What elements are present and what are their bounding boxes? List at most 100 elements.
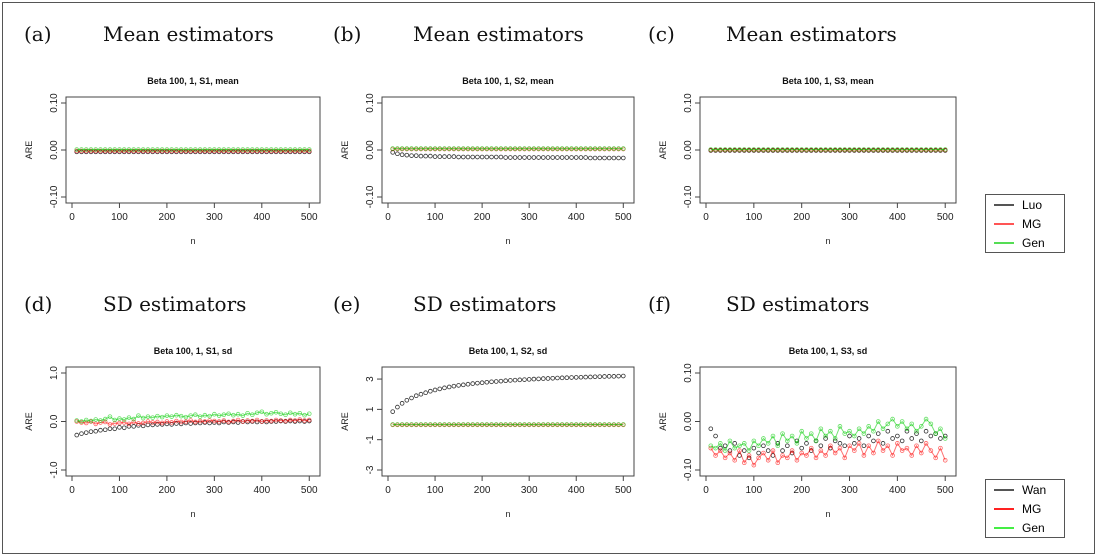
- x-tick-label: 500: [615, 485, 632, 496]
- data-point-luo: [531, 155, 537, 160]
- data-point-gen: [423, 146, 428, 151]
- data-point-mg: [188, 418, 193, 423]
- x-tick-label: 400: [568, 485, 585, 496]
- data-point-gen: [837, 147, 843, 152]
- data-point-gen: [150, 415, 155, 420]
- y-tick-label: 1: [365, 406, 376, 412]
- y-axis-label: ARE: [24, 141, 34, 160]
- data-point-gen: [155, 413, 160, 419]
- data-point-wan: [880, 441, 886, 446]
- data-point-gen: [856, 426, 862, 432]
- data-point-mg: [150, 420, 155, 425]
- x-tick-label: 400: [253, 212, 270, 223]
- data-point-gen: [555, 422, 560, 427]
- data-point-wan: [155, 422, 160, 427]
- data-point-gen: [399, 146, 405, 151]
- data-point-gen: [254, 410, 260, 416]
- data-point-gen: [409, 146, 414, 151]
- data-point-gen: [765, 147, 771, 152]
- data-point-wan: [526, 377, 532, 382]
- legend-item: MG: [986, 499, 1064, 518]
- data-point-gen: [588, 422, 593, 427]
- data-point-gen: [297, 147, 303, 152]
- legend-swatch: [994, 203, 1014, 206]
- chart-title: Beta 100, 1, S2, mean: [462, 76, 554, 86]
- data-point-gen: [292, 411, 298, 417]
- data-point-mg: [866, 443, 871, 449]
- data-point-luo: [395, 151, 400, 157]
- data-point-gen: [832, 436, 838, 441]
- data-point-wan: [460, 382, 466, 388]
- data-point-gen: [145, 414, 151, 419]
- data-point-gen: [847, 428, 852, 434]
- data-point-wan: [837, 441, 843, 446]
- data-point-gen: [780, 431, 785, 436]
- data-point-gen: [140, 415, 146, 421]
- data-point-luo: [536, 155, 541, 160]
- data-point-gen: [155, 147, 160, 152]
- data-point-gen: [423, 422, 428, 427]
- data-point-luo: [508, 155, 513, 160]
- data-point-gen: [240, 413, 246, 418]
- data-point-mg: [847, 443, 852, 449]
- data-point-wan: [597, 374, 603, 379]
- data-point-wan: [732, 441, 738, 446]
- legend-item: Luo: [986, 195, 1064, 214]
- x-tick-label: 500: [301, 212, 318, 223]
- data-point-mg: [164, 419, 170, 424]
- data-point-gen: [254, 147, 260, 152]
- data-point-gen: [79, 147, 84, 152]
- data-point-mg: [737, 448, 742, 453]
- x-tick-label: 300: [521, 485, 538, 496]
- data-point-mg: [102, 419, 108, 425]
- data-point-gen: [564, 422, 570, 427]
- data-point-gen: [592, 146, 598, 151]
- data-point-gen: [418, 146, 424, 151]
- data-point-gen: [871, 428, 876, 434]
- data-point-wan: [588, 374, 593, 380]
- data-point-wan: [741, 448, 747, 453]
- data-point-gen: [212, 147, 217, 152]
- data-point-mg: [741, 460, 747, 466]
- data-point-luo: [573, 155, 579, 160]
- data-point-gen: [526, 422, 532, 427]
- data-point-mg: [178, 419, 184, 425]
- panel-e-heading: SD estimators: [413, 292, 557, 316]
- data-point-gen: [183, 147, 189, 152]
- data-point-gen: [112, 417, 118, 423]
- data-point-gen: [178, 413, 184, 419]
- y-axis-label: ARE: [658, 412, 668, 431]
- data-point-gen: [235, 147, 241, 152]
- data-point-mg: [107, 422, 113, 427]
- data-point-gen: [606, 422, 612, 427]
- data-point-gen: [602, 146, 607, 151]
- data-point-wan: [117, 425, 122, 430]
- data-point-gen: [287, 147, 293, 152]
- data-point-wan: [188, 421, 193, 426]
- data-point-gen: [804, 436, 809, 441]
- y-tick-label: 0.00: [683, 411, 694, 431]
- data-point-gen: [145, 147, 151, 152]
- data-point-luo: [620, 155, 626, 161]
- data-point-gen: [737, 147, 742, 152]
- data-point-wan: [479, 380, 485, 386]
- data-point-gen: [460, 146, 466, 151]
- data-point-gen: [751, 147, 757, 152]
- data-point-gen: [583, 422, 588, 427]
- y-tick-label: -0.10: [683, 185, 694, 208]
- data-point-wan: [517, 377, 523, 383]
- data-point-gen: [885, 421, 891, 427]
- data-point-gen: [460, 422, 466, 427]
- data-point-mg: [880, 448, 886, 453]
- data-point-mg: [302, 418, 307, 423]
- data-point-wan: [751, 445, 757, 451]
- data-point-gen: [188, 147, 193, 152]
- data-point-gen: [852, 433, 857, 439]
- data-point-luo: [460, 154, 466, 160]
- data-point-mg: [832, 450, 838, 456]
- data-point-wan: [555, 375, 560, 381]
- data-point-mg: [904, 445, 910, 451]
- data-point-wan: [79, 431, 84, 436]
- data-point-mg: [899, 448, 905, 453]
- y-tick-label: -0.10: [683, 458, 694, 481]
